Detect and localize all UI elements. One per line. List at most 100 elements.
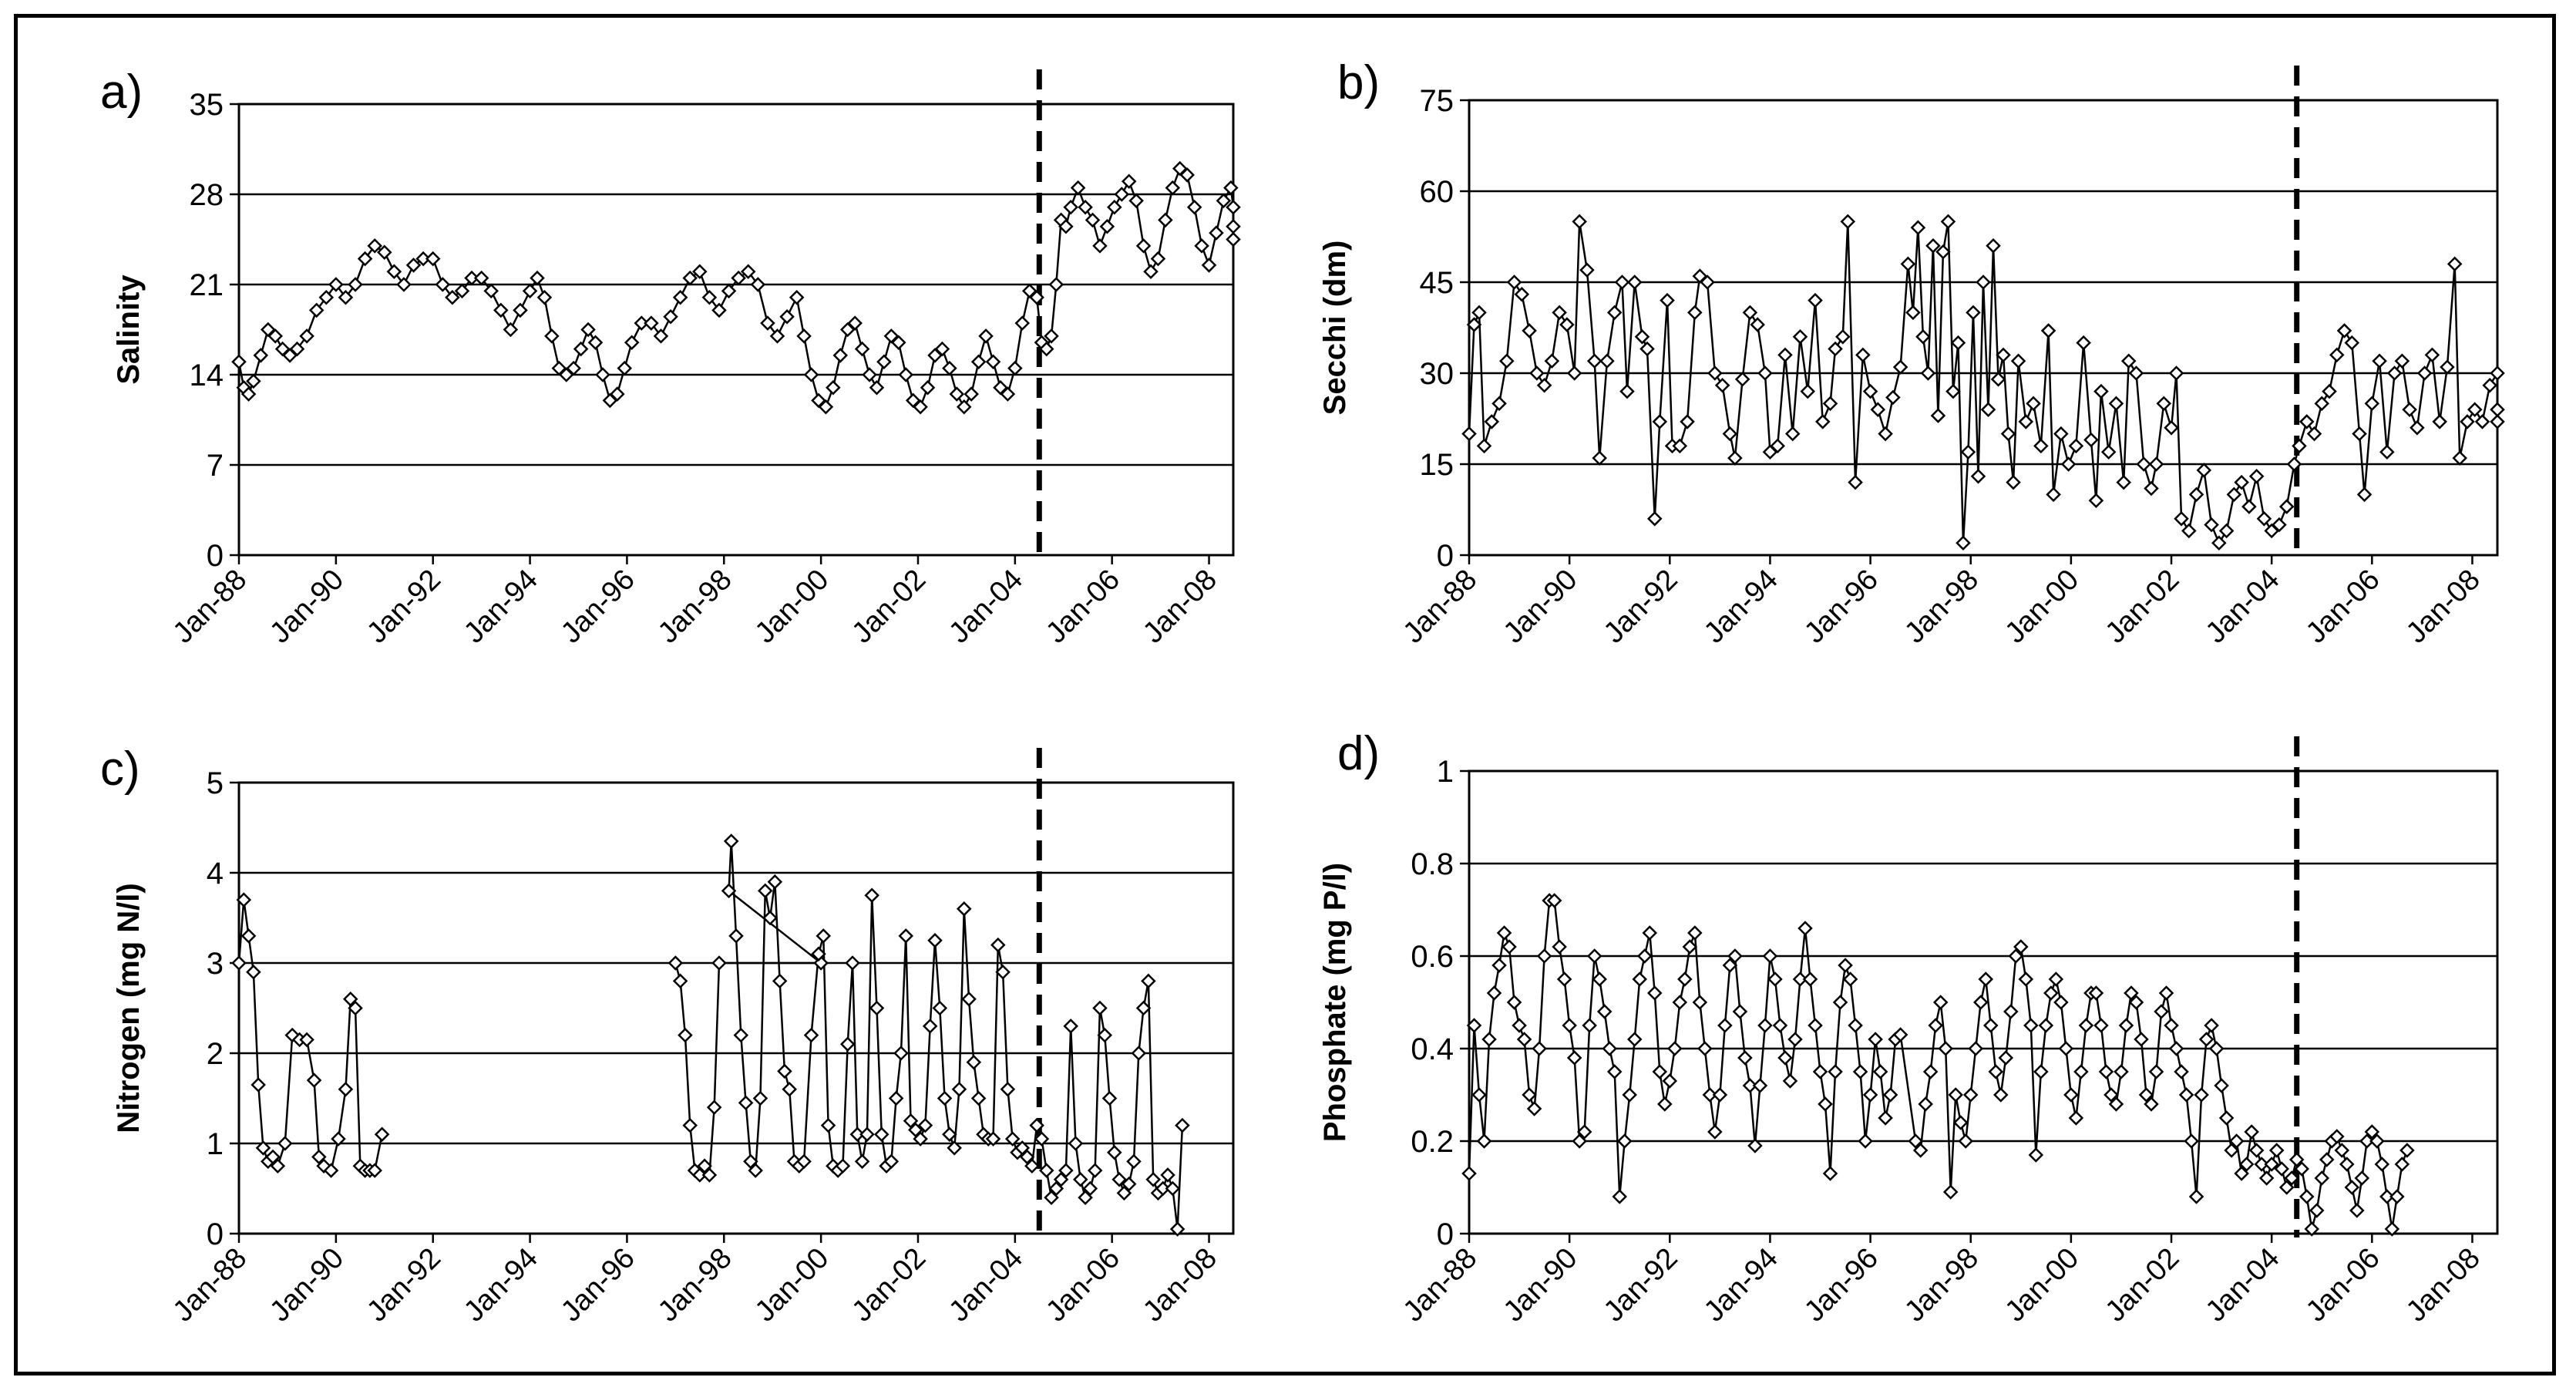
plot-area-border	[237, 781, 1235, 1235]
data-point	[2272, 517, 2287, 533]
data-point	[2023, 1018, 2039, 1033]
data-point	[2490, 365, 2505, 381]
data-point	[1634, 329, 1650, 345]
data-point	[2013, 939, 2029, 955]
data-point	[1652, 1064, 1668, 1079]
data-point	[1639, 341, 1655, 357]
data-point	[818, 399, 834, 415]
data-point	[859, 1126, 875, 1143]
data-point	[922, 1019, 938, 1034]
data-point	[1814, 414, 1831, 429]
data-point	[927, 932, 943, 948]
data-point	[949, 386, 965, 402]
data-point	[874, 1126, 889, 1143]
data-point	[1586, 948, 1602, 964]
data-point	[2288, 1152, 2305, 1167]
x-tick-label: Jan-04	[2200, 1242, 2286, 1328]
data-point	[1562, 1018, 1577, 1033]
data-point	[1642, 925, 1658, 941]
data-point	[2053, 995, 2069, 1010]
data-point	[1586, 353, 1602, 369]
data-point	[415, 251, 431, 267]
data-point	[1155, 1180, 1171, 1197]
data-point	[1121, 1176, 1137, 1192]
data-point	[1186, 199, 1202, 215]
data-point	[1599, 353, 1615, 369]
data-point	[1529, 365, 1545, 381]
data-point	[1828, 341, 1843, 357]
x-tick-label: Jan-88	[166, 1242, 253, 1328]
data-point	[1930, 408, 1946, 423]
data-point	[2329, 347, 2345, 363]
data-point	[2068, 438, 2084, 454]
plot-area-border	[237, 103, 1235, 557]
data-point	[2076, 335, 2091, 351]
x-tick-label: Jan-00	[1999, 564, 2085, 650]
data-point	[1940, 214, 1956, 230]
x-tick-label: Jan-88	[1397, 1242, 1483, 1328]
data-point	[1707, 1124, 1723, 1140]
data-point	[1499, 353, 1515, 369]
data-point	[2098, 1064, 2114, 1079]
data-point	[251, 1077, 266, 1093]
data-point	[2490, 402, 2505, 417]
data-point	[743, 1153, 758, 1170]
data-point	[308, 302, 325, 318]
data-point	[1092, 238, 1108, 254]
data-point	[1476, 438, 1492, 454]
data-point	[1116, 1185, 1132, 1201]
data-point	[348, 1000, 363, 1016]
data-point	[2196, 463, 2212, 478]
data-point	[348, 277, 363, 292]
data-point	[2359, 1133, 2375, 1149]
data-point	[1044, 328, 1059, 344]
data-point	[731, 270, 746, 286]
data-point	[1024, 1158, 1040, 1174]
data-point	[908, 1122, 923, 1138]
x-tick-label: Jan-90	[264, 564, 350, 650]
data-point	[2467, 402, 2483, 417]
data-point	[1516, 1032, 1532, 1047]
figure-frame	[14, 14, 2556, 1375]
data-point	[796, 1153, 812, 1170]
data-point	[1712, 1087, 1728, 1103]
data-point	[2474, 414, 2490, 429]
data-point	[1484, 414, 1500, 429]
data-point	[2108, 1096, 2124, 1112]
data-point	[367, 1163, 382, 1178]
data-point	[2241, 499, 2257, 514]
data-point	[2336, 323, 2352, 338]
data-point	[323, 1163, 339, 1178]
data-point	[1143, 264, 1159, 280]
data-point	[1647, 511, 1663, 527]
data-point	[1657, 1096, 1673, 1112]
data-point	[1878, 426, 1893, 442]
data-point	[1770, 438, 1785, 454]
data-point	[473, 270, 489, 286]
data-point	[1582, 1018, 1597, 1033]
data-point	[1128, 193, 1144, 209]
data-point	[1506, 274, 1522, 290]
data-point	[1727, 450, 1743, 466]
x-tick-label: Jan-92	[1598, 1242, 1684, 1328]
data-point	[1576, 1124, 1592, 1140]
data-point	[1855, 347, 1871, 363]
data-point	[706, 1099, 722, 1115]
data-point	[970, 1090, 987, 1106]
data-point	[2286, 456, 2302, 472]
data-point	[2268, 1143, 2285, 1158]
y-tick-label: 0	[1437, 1217, 1454, 1251]
data-point	[2482, 377, 2498, 393]
data-point	[2078, 1018, 2094, 1033]
data-point	[610, 386, 625, 402]
data-point	[566, 360, 581, 376]
data-point	[970, 354, 987, 370]
data-point	[1126, 1153, 1142, 1170]
data-point	[2372, 353, 2387, 369]
data-point	[2120, 353, 2137, 369]
data-point	[602, 392, 618, 409]
data-point	[653, 328, 669, 344]
data-point	[832, 348, 849, 363]
